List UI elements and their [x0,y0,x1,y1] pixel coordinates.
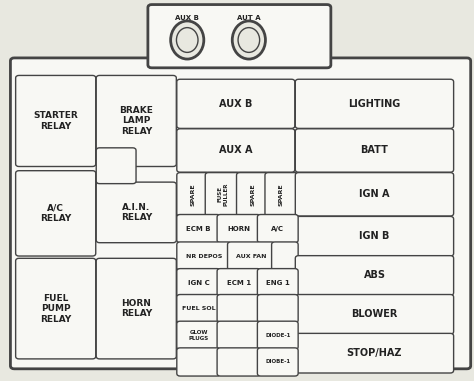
FancyBboxPatch shape [257,295,298,323]
FancyBboxPatch shape [217,269,261,297]
Text: DIODE-1: DIODE-1 [265,333,291,338]
Text: HORN
RELAY: HORN RELAY [121,299,152,318]
Text: IGN A: IGN A [359,189,390,199]
Text: A/C: A/C [271,226,284,232]
Text: FUEL SOL: FUEL SOL [182,306,215,311]
Text: STARTER
RELAY: STARTER RELAY [33,111,78,131]
FancyBboxPatch shape [257,321,298,349]
Text: DIOBE-1: DIOBE-1 [265,359,291,365]
FancyBboxPatch shape [295,173,454,216]
Text: SPARE: SPARE [279,183,284,206]
Text: AUX FAN: AUX FAN [236,253,266,259]
FancyBboxPatch shape [295,79,454,128]
FancyBboxPatch shape [295,333,454,373]
FancyBboxPatch shape [96,75,176,166]
Text: STOP/HAZ: STOP/HAZ [346,348,402,358]
FancyBboxPatch shape [228,242,274,270]
Text: IGN B: IGN B [359,231,390,241]
FancyBboxPatch shape [257,269,298,297]
Text: BRAKE
LAMP
RELAY: BRAKE LAMP RELAY [119,106,153,136]
Text: NR DEPOS: NR DEPOS [186,253,222,259]
Text: SPARE: SPARE [250,183,255,206]
Text: BATT: BATT [361,146,388,155]
FancyBboxPatch shape [217,215,261,243]
FancyBboxPatch shape [96,148,136,184]
FancyBboxPatch shape [16,171,96,256]
FancyBboxPatch shape [177,129,295,172]
Text: ENG 1: ENG 1 [266,280,290,286]
Text: AUX B: AUX B [175,15,199,21]
FancyBboxPatch shape [295,256,454,295]
Text: BLOWER: BLOWER [351,309,398,319]
Text: AUX A: AUX A [219,146,253,155]
Ellipse shape [238,28,260,52]
FancyBboxPatch shape [265,173,298,216]
FancyBboxPatch shape [217,321,261,349]
Text: AUX B: AUX B [219,99,253,109]
Ellipse shape [171,21,204,59]
FancyBboxPatch shape [257,215,298,243]
FancyBboxPatch shape [177,269,220,297]
FancyBboxPatch shape [16,258,96,359]
Text: ABS: ABS [364,271,385,280]
FancyBboxPatch shape [217,295,261,323]
FancyBboxPatch shape [177,215,220,243]
FancyBboxPatch shape [16,75,96,166]
FancyBboxPatch shape [257,348,298,376]
Text: LIGHTING: LIGHTING [348,99,401,109]
Text: SPARE: SPARE [191,183,196,206]
Ellipse shape [232,21,265,59]
Text: FUSE
PULLER: FUSE PULLER [218,182,228,206]
Text: IGN C: IGN C [188,280,210,286]
FancyBboxPatch shape [217,348,261,376]
FancyBboxPatch shape [177,173,210,216]
FancyBboxPatch shape [177,79,295,128]
Text: GLOW
PLUGS: GLOW PLUGS [189,330,209,341]
FancyBboxPatch shape [295,216,454,256]
Ellipse shape [176,28,198,52]
Text: FUEL
PUMP
RELAY: FUEL PUMP RELAY [40,294,71,323]
Text: AUT A: AUT A [237,15,261,21]
FancyBboxPatch shape [148,5,331,68]
FancyBboxPatch shape [177,242,231,270]
Text: A/C
RELAY: A/C RELAY [40,204,71,223]
FancyBboxPatch shape [237,173,269,216]
FancyBboxPatch shape [295,295,454,334]
FancyBboxPatch shape [177,295,220,323]
Text: ECM 1: ECM 1 [227,280,251,286]
FancyBboxPatch shape [10,58,471,369]
FancyBboxPatch shape [96,258,176,359]
Text: HORN: HORN [228,226,250,232]
FancyBboxPatch shape [177,321,220,349]
FancyBboxPatch shape [96,182,176,243]
FancyBboxPatch shape [295,129,454,172]
FancyBboxPatch shape [272,242,298,270]
FancyBboxPatch shape [205,173,240,216]
FancyBboxPatch shape [177,348,220,376]
Text: ECM B: ECM B [186,226,211,232]
Text: A.I.N.
RELAY: A.I.N. RELAY [121,203,152,222]
